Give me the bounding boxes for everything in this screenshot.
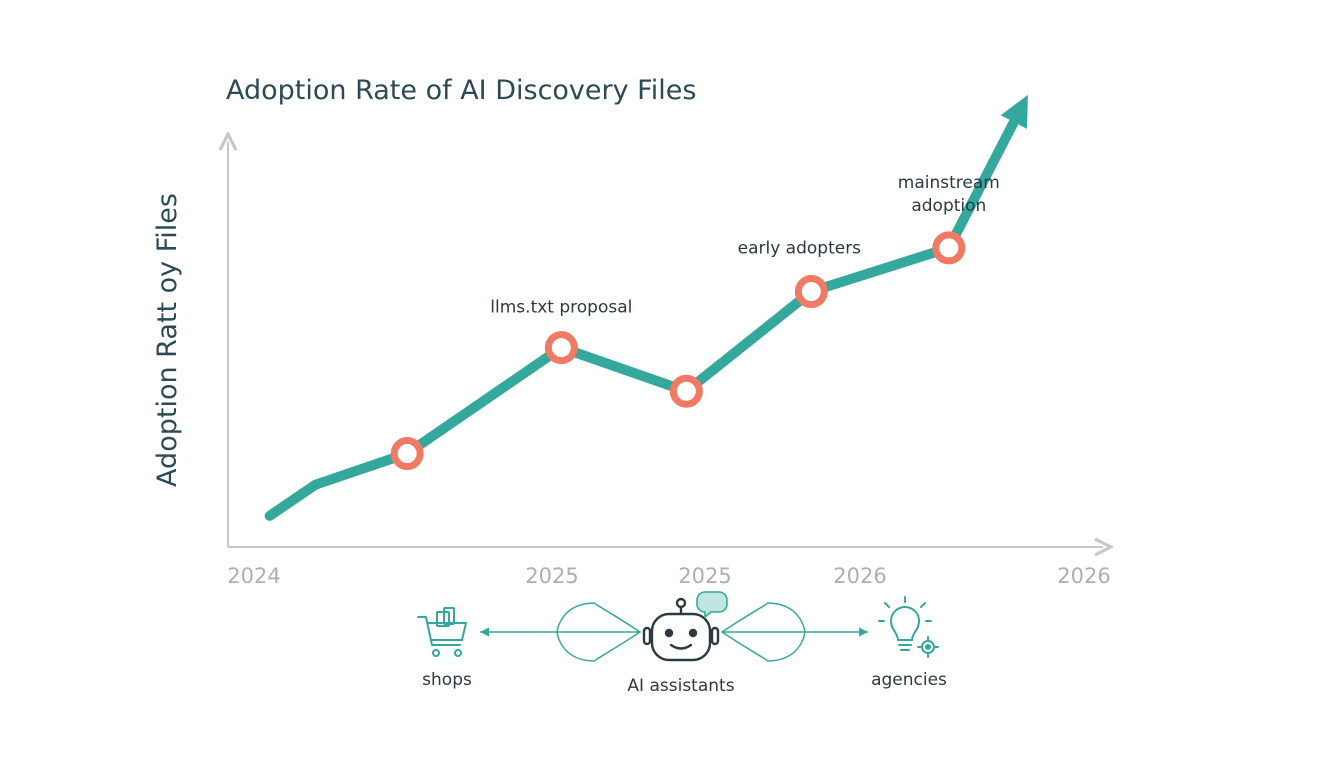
x-tick-label: 2026 <box>833 564 886 588</box>
x-tick-label: 2026 <box>1057 564 1110 588</box>
data-point-marker <box>669 374 703 408</box>
x-tick-labels: 2024 2025 2025 2026 2026 <box>227 564 1110 588</box>
speech-bubble-icon <box>696 591 728 619</box>
adoption-series <box>264 94 1028 521</box>
trend-arrowhead <box>1000 94 1028 129</box>
annotation-label: mainstream adoption <box>898 173 1000 216</box>
x-tick-label: 2024 <box>227 564 280 588</box>
data-point-marker <box>932 231 966 265</box>
series-line <box>264 105 1025 521</box>
data-point-marker <box>390 437 424 471</box>
ai-assistants-label: AI assistants <box>627 676 734 696</box>
shopping-cart-icon <box>417 607 467 657</box>
x-tick-label: 2025 <box>525 564 578 588</box>
annotation-label: early adopters <box>738 239 862 259</box>
lightbulb-gear-icon <box>878 596 939 658</box>
chart-title: Adoption Rate of AI Discovery Files <box>226 75 696 106</box>
annotation-label: llms.txt proposal <box>490 298 632 318</box>
data-point-marker <box>544 331 578 365</box>
data-point-marker <box>794 275 828 309</box>
right-loop-shape <box>720 602 806 662</box>
x-tick-label: 2025 <box>678 564 731 588</box>
shops-label: shops <box>422 670 472 690</box>
annotations: llms.txt proposal early adopters mainstrea… <box>490 173 1000 318</box>
bottom-diagram: shops AI assistants <box>417 591 947 696</box>
robot-icon <box>642 597 720 662</box>
y-axis-label: Adoption Ratt oy Files <box>152 193 183 487</box>
series-markers <box>390 231 966 471</box>
agencies-label: agencies <box>871 670 947 690</box>
left-loop-shape <box>556 602 642 662</box>
